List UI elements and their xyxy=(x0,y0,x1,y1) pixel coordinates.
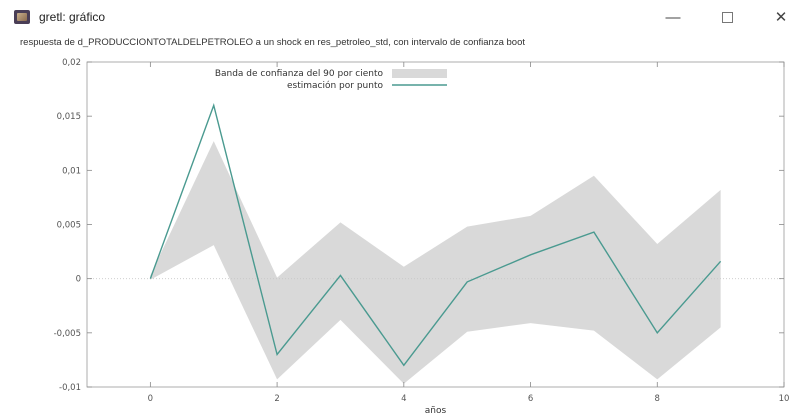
x-tick-label: 2 xyxy=(274,394,279,404)
y-tick-label: 0,02 xyxy=(62,58,81,68)
y-tick-label: -0,005 xyxy=(54,329,81,339)
close-button[interactable]: ✕ xyxy=(774,9,788,26)
y-tick-label: 0 xyxy=(76,275,81,285)
maximize-button[interactable] xyxy=(700,0,754,34)
x-axis-label: años xyxy=(425,406,447,416)
chart-legend: Banda de confianza del 90 por cientoesti… xyxy=(215,69,447,91)
window-titlebar: gretl: gráfico — ✕ xyxy=(0,0,808,34)
confidence-band xyxy=(150,141,721,384)
x-axis-ticks: 0 2 4 6 8 10 xyxy=(148,62,790,404)
minimize-button[interactable]: — xyxy=(665,8,681,26)
point-estimate-layer xyxy=(149,102,722,367)
legend-band-swatch xyxy=(392,69,447,78)
window-controls: — ✕ xyxy=(646,0,808,34)
y-tick-label: 0,005 xyxy=(57,221,81,231)
legend-line-label: estimación por punto xyxy=(287,80,383,91)
y-axis-ticks: 0,02 0,015 0,01 0,005 0 -0,005 -0,01 xyxy=(54,58,784,393)
x-tick-label: 0 xyxy=(148,394,153,404)
x-tick-label: 6 xyxy=(528,394,533,404)
window-title: gretl: gráfico xyxy=(39,10,106,24)
x-tick-label: 10 xyxy=(779,394,790,404)
x-tick-label: 8 xyxy=(655,394,660,404)
chart-title: respuesta de d_PRODUCCIONTOTALDELPETROLE… xyxy=(20,37,525,48)
y-tick-label: 0,015 xyxy=(57,112,81,122)
y-tick-label: -0,01 xyxy=(59,383,81,393)
point-estimate-line xyxy=(149,102,722,367)
confidence-band-layer xyxy=(150,141,721,384)
y-tick-label: 0,01 xyxy=(62,166,81,176)
x-tick-label: 4 xyxy=(401,394,406,404)
gretl-app-icon xyxy=(14,10,30,24)
legend-band-label: Banda de confianza del 90 por ciento xyxy=(215,69,384,79)
maximize-icon xyxy=(721,11,733,23)
